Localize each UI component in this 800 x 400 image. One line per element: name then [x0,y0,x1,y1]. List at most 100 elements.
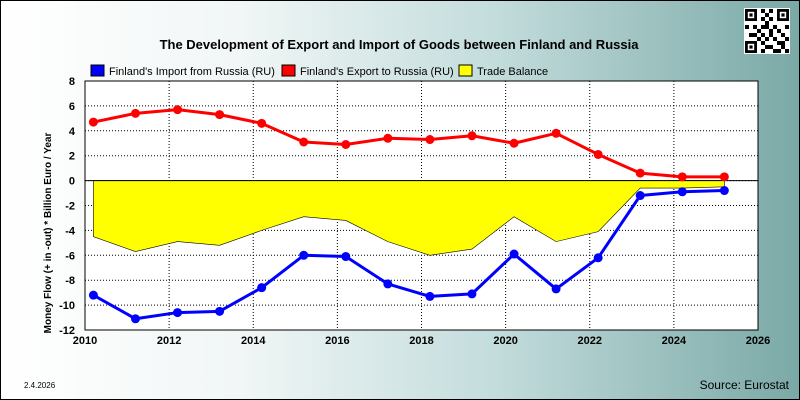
export-point [88,117,98,127]
x-tick-label: 2026 [746,335,770,347]
y-tick-label: 8 [69,76,75,88]
legend-label-balance: Trade Balance [477,66,548,78]
legend-swatch-import [90,64,105,77]
x-tick-label: 2014 [241,335,266,347]
qr-module [765,13,769,17]
qr-module [761,49,765,53]
qr-module [749,33,753,37]
x-tick-label: 2016 [325,335,349,347]
y-tick-label: 4 [69,126,76,138]
import-point [509,249,519,259]
qr-module [769,17,773,21]
export-point [425,135,435,145]
qr-module [761,9,765,13]
x-axis-ticks: 2010 2012 2014 2016 2018 2020 2022 2024 2026 [73,335,770,347]
qr-module [761,41,765,45]
export-point [677,172,687,182]
import-point [677,187,687,197]
export-point [173,105,183,115]
export-series-line [93,108,725,179]
import-point [341,252,351,262]
x-tick-label: 2022 [578,335,602,347]
y-tick-label: -6 [65,250,75,262]
series-lines [88,105,729,324]
x-tick-label: 2020 [493,335,517,347]
qr-module [785,49,789,53]
x-tick-label: 2024 [662,335,687,347]
legend-label-import: Finland's Import from Russia (RU) [109,66,275,78]
date-stamp: 2.4.2026 [24,381,56,390]
qr-module [769,45,773,49]
y-tick-label: -8 [65,275,75,287]
qr-module [761,17,765,21]
y-tick-label: -12 [59,325,75,337]
qr-module [769,29,773,33]
import-point [130,314,140,324]
qr-module [753,25,757,29]
qr-module [761,33,765,37]
qr-module [781,45,785,49]
legend-swatch-export [281,64,296,77]
import-point [425,291,435,301]
import-point [467,289,477,299]
import-point [593,253,603,263]
y-axis-label: Money Flow (+ in -out) * Billion Euro / … [43,133,54,334]
qr-module [773,25,777,29]
x-tick-label: 2012 [157,335,181,347]
import-point [257,283,267,293]
qr-module [765,25,769,29]
qr-module [765,37,769,41]
qr-module [785,25,789,29]
import-point [173,308,183,318]
chart-title: The Development of Export and Import of … [160,37,640,52]
qr-module [773,37,777,41]
y-tick-label: 2 [69,151,75,163]
legend-swatch-balance [458,64,473,77]
qr-module [781,33,785,37]
qr-module [761,25,765,29]
export-point [635,168,645,178]
import-point [383,279,393,289]
import-point [635,191,645,201]
export-point [551,128,561,138]
export-point [593,149,603,159]
qr-module [769,33,773,37]
y-tick-label: 6 [69,101,75,113]
x-tick-label: 2018 [409,335,433,347]
qr-finder-core [749,13,753,17]
qr-module [777,29,781,33]
import-series-line [92,189,725,321]
export-point [215,110,225,120]
qr-module [745,25,749,29]
legend: Finland's Import from Russia (RU) Finland… [90,64,548,78]
import-point [551,284,561,294]
qr-module [765,21,769,25]
qr-code-icon [744,8,790,54]
import-point [299,250,309,260]
qr-finder-core [781,13,785,17]
y-axis-ticks: 8 6 4 2 0 -2 -4 -6 -8 -10 -12 [59,76,76,337]
qr-module [757,37,761,41]
qr-module [757,29,761,33]
import-point [215,306,225,316]
export-point [509,138,519,148]
import-point [719,186,729,196]
y-tick-label: -4 [65,225,76,237]
x-tick-label: 2010 [73,335,97,347]
export-point [130,108,140,118]
qr-module [765,45,769,49]
export-point [467,131,477,141]
qr-module [769,9,773,13]
export-point [719,172,729,182]
source-label: Source: Eurostat [700,378,790,392]
qr-module [773,49,777,53]
y-tick-label: -10 [59,300,75,312]
import-point [88,290,98,300]
qr-module [785,37,789,41]
qr-module [781,41,785,45]
export-point [257,118,267,128]
export-point [299,137,309,147]
export-point [341,139,351,149]
